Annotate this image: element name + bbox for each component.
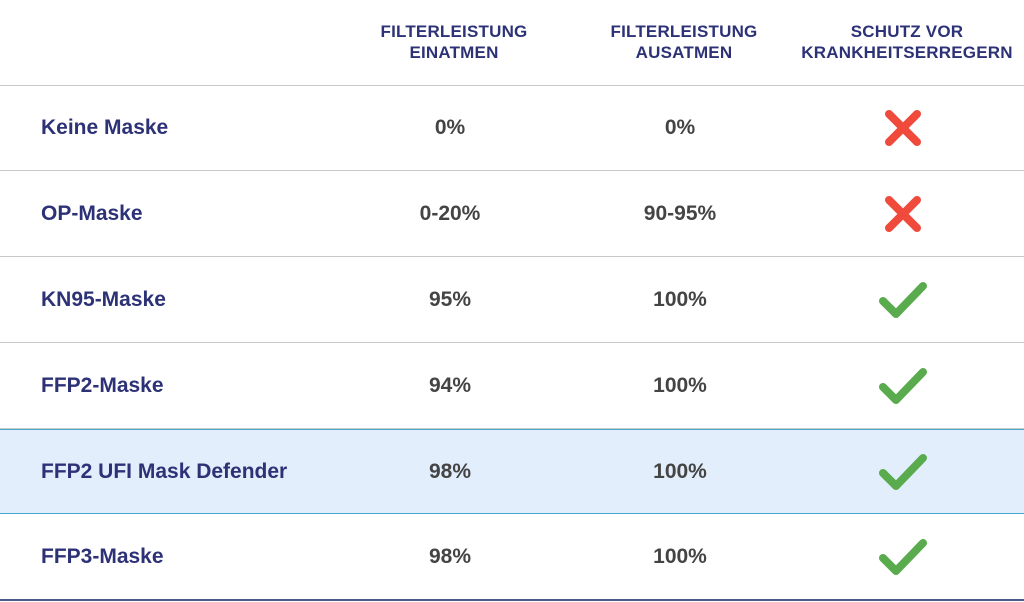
table-row: KN95-Maske 95% 100% <box>0 258 1024 343</box>
mask-name: KN95-Maske <box>41 288 166 311</box>
inhale-value: 95% <box>428 288 472 311</box>
table-row: Keine Maske 0% 0% <box>0 86 1024 171</box>
table-row: OP-Maske 0-20% 90-95% <box>0 172 1024 257</box>
header-pathogen-protection: SCHUTZ VOR KRANKHEITSERREGERN <box>801 22 1013 62</box>
exhale-value: 0% <box>664 116 696 139</box>
table-row: FFP2-Maske 94% 100% <box>0 344 1024 429</box>
header-exhale-filter: FILTERLEISTUNG AUSATMEN <box>610 22 758 62</box>
exhale-value: 100% <box>653 374 707 397</box>
header-inhale-filter: FILTERLEISTUNG EINATMEN <box>380 22 528 62</box>
exhale-value: 100% <box>653 459 707 483</box>
inhale-value: 94% <box>428 374 472 397</box>
table-row: FFP3-Maske 98% 100% <box>0 515 1024 601</box>
check-icon <box>875 430 931 513</box>
table-header: FILTERLEISTUNG EINATMEN FILTERLEISTUNG A… <box>0 0 1024 86</box>
inhale-value: 98% <box>428 545 472 568</box>
inhale-value: 0% <box>434 116 466 139</box>
mask-name: OP-Maske <box>41 202 143 225</box>
exhale-value: 100% <box>653 288 707 311</box>
cross-icon <box>875 172 931 256</box>
exhale-value: 90-95% <box>643 202 717 225</box>
check-icon <box>875 515 931 599</box>
mask-name: FFP3-Maske <box>41 545 164 568</box>
inhale-value: 98% <box>428 459 472 483</box>
mask-name: FFP2 UFI Mask Defender <box>41 459 288 483</box>
check-icon <box>875 344 931 428</box>
check-icon <box>875 258 931 342</box>
mask-name: FFP2-Maske <box>41 374 164 397</box>
exhale-value: 100% <box>653 545 707 568</box>
inhale-value: 0-20% <box>419 202 481 225</box>
table-row-highlighted: FFP2 UFI Mask Defender 98% 100% <box>0 429 1024 514</box>
cross-icon <box>875 86 931 170</box>
mask-name: Keine Maske <box>41 116 169 139</box>
